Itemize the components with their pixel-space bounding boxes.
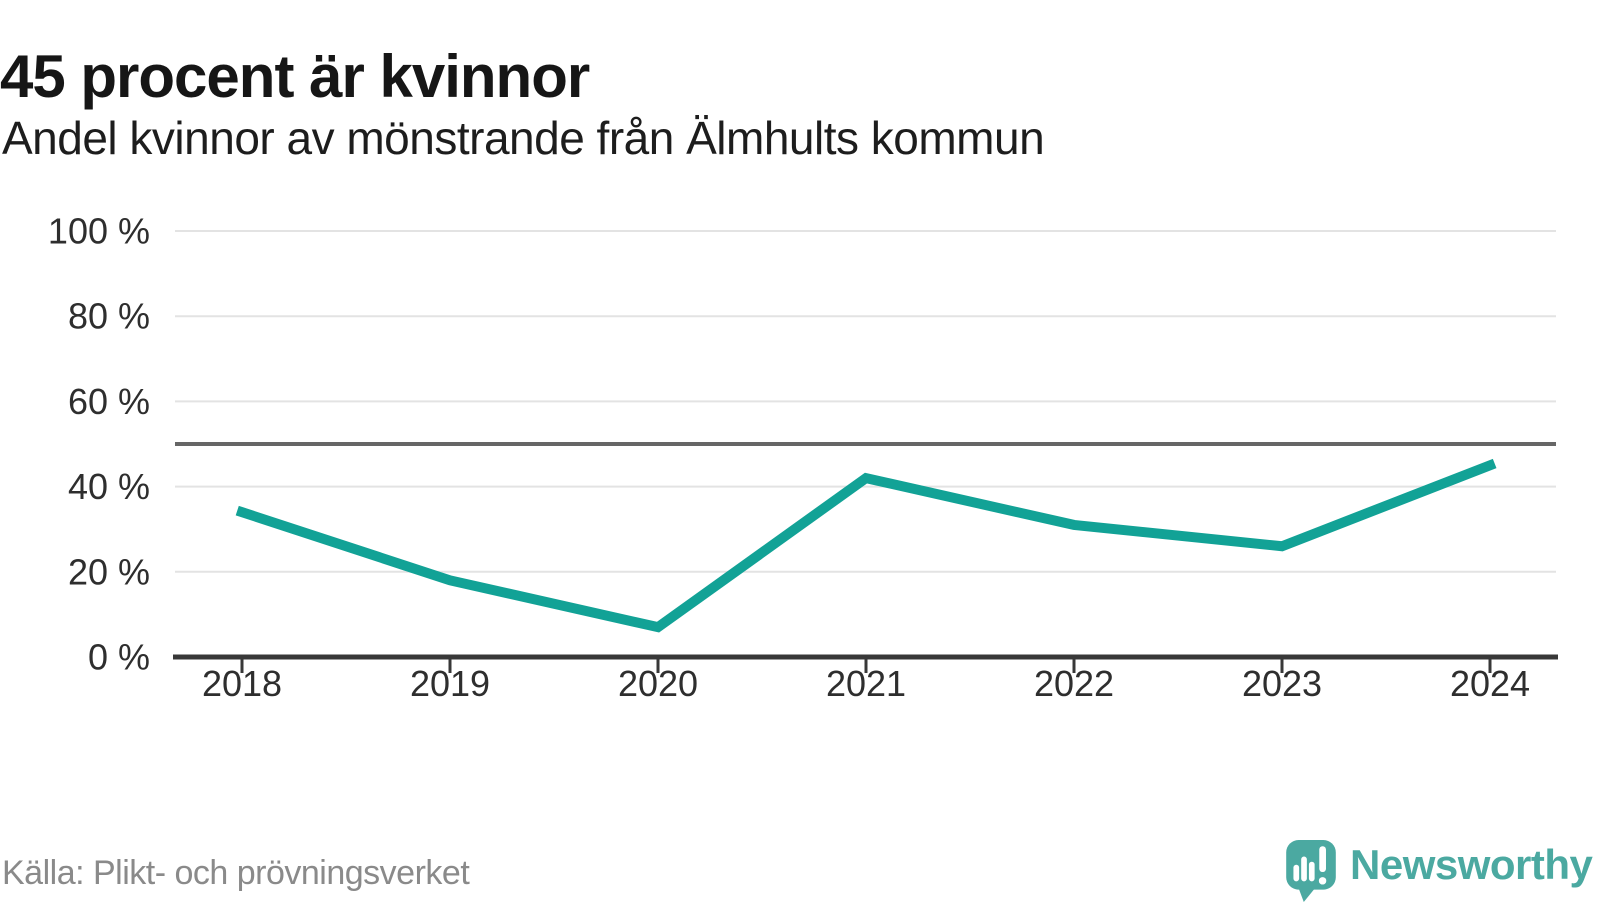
- chart-subtitle: Andel kvinnor av mönstrande från Älmhult…: [2, 112, 1045, 164]
- x-tick-label: 2022: [1034, 663, 1114, 704]
- x-tick-label: 2024: [1450, 663, 1530, 704]
- y-tick-label: 60 %: [68, 381, 150, 422]
- y-tick-label: 40 %: [68, 466, 150, 507]
- page-title: 45 procent är kvinnor: [0, 43, 590, 111]
- y-tick-label: 0 %: [88, 637, 150, 678]
- x-tick-label: 2020: [618, 663, 698, 704]
- newsworthy-logo: Newsworthy: [1286, 840, 1593, 902]
- y-tick-label: 20 %: [68, 551, 150, 592]
- data-line-andel-kvinnor: [235, 458, 1497, 633]
- newsworthy-logo-text: Newsworthy: [1350, 841, 1593, 888]
- newsworthy-logo-icon: [1286, 840, 1336, 902]
- source-note: Källa: Plikt- och prövningsverket: [2, 854, 470, 892]
- x-tick-label: 2018: [202, 663, 282, 704]
- x-tick-label: 2019: [410, 663, 490, 704]
- x-tick-label: 2023: [1242, 663, 1322, 704]
- x-tick-label: 2021: [826, 663, 906, 704]
- y-tick-label: 80 %: [68, 296, 150, 337]
- y-tick-label: 100 %: [48, 211, 150, 252]
